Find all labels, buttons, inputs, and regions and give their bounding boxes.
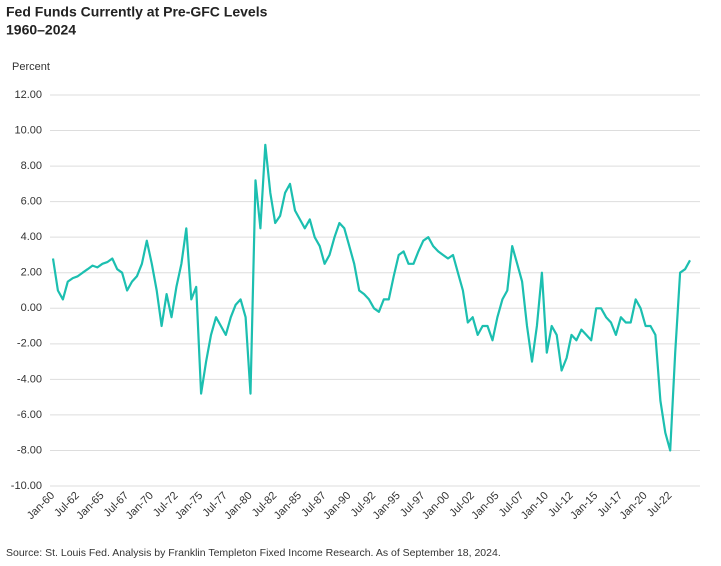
chart-subtitle: 1960–2024 bbox=[6, 22, 76, 38]
chart-title: Fed Funds Currently at Pre-GFC Levels bbox=[6, 4, 268, 20]
x-tick-label: Jan-85 bbox=[272, 490, 304, 522]
x-tick-label: Jan-70 bbox=[124, 490, 156, 522]
x-tick-label: Jan-65 bbox=[74, 490, 106, 522]
source-note: Source: St. Louis Fed. Analysis by Frank… bbox=[6, 547, 501, 559]
x-tick-label: Jul-22 bbox=[645, 490, 675, 520]
x-tick-label: Jan-95 bbox=[371, 490, 403, 522]
x-tick-label: Jan-15 bbox=[568, 490, 600, 522]
x-tick-label: Jan-00 bbox=[420, 490, 452, 522]
y-tick-label: -8.00 bbox=[17, 444, 42, 456]
y-tick-label: -4.00 bbox=[17, 373, 42, 385]
x-tick-label: Jan-10 bbox=[519, 490, 551, 522]
x-tick-label: Jan-20 bbox=[617, 490, 649, 522]
x-tick-label: Jan-75 bbox=[173, 490, 205, 522]
x-tick-label: Jan-60 bbox=[25, 490, 57, 522]
x-tick-label: Jan-05 bbox=[469, 490, 501, 522]
y-tick-label: -10.00 bbox=[11, 480, 42, 492]
y-tick-label: -6.00 bbox=[17, 409, 42, 421]
y-tick-label: 12.00 bbox=[14, 89, 42, 101]
data-line bbox=[51, 143, 691, 452]
y-axis-label: Percent bbox=[12, 61, 50, 73]
y-tick-label: 4.00 bbox=[21, 231, 42, 243]
y-tick-label: 0.00 bbox=[21, 302, 42, 314]
x-tick-label: Jan-90 bbox=[321, 490, 353, 522]
y-tick-label: -2.00 bbox=[17, 338, 42, 350]
y-tick-label: 6.00 bbox=[21, 196, 42, 208]
x-tick-label: Jan-80 bbox=[222, 490, 254, 522]
y-tick-label: 8.00 bbox=[21, 160, 42, 172]
y-tick-label: 2.00 bbox=[21, 267, 42, 279]
y-tick-label: 10.00 bbox=[14, 124, 42, 136]
